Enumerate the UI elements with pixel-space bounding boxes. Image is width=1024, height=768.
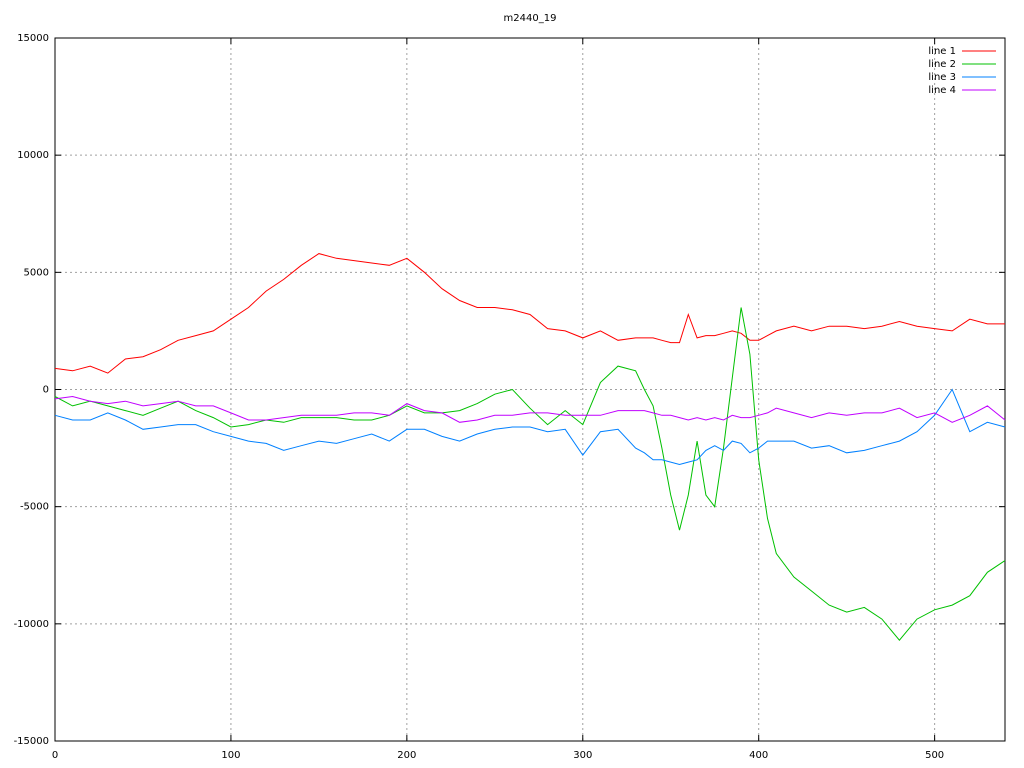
y-tick-label: 10000 [17,150,49,161]
legend-label: line 3 [928,72,956,83]
legend-label: line 2 [928,59,956,70]
y-tick-label: 0 [43,385,49,396]
y-tick-label: -5000 [20,502,49,513]
series-line [54,395,1006,423]
x-tick-label: 500 [925,750,944,761]
x-tick-label: 0 [52,750,58,761]
series-line [54,307,1006,641]
series-line [54,388,1006,466]
series-line [54,253,1005,374]
y-tick-label: -10000 [14,619,49,630]
chart-title: m2440_19 [504,13,557,24]
x-tick-label: 200 [397,750,416,761]
y-tick-label: 5000 [24,267,49,278]
legend-label: line 1 [928,46,956,57]
legend-label: line 4 [928,85,956,96]
x-tick-label: 100 [221,750,240,761]
x-tick-label: 300 [573,750,592,761]
y-tick-label: 15000 [17,33,49,44]
x-tick-label: 400 [749,750,768,761]
y-tick-label: -15000 [14,736,49,747]
plot-border [54,37,1006,742]
